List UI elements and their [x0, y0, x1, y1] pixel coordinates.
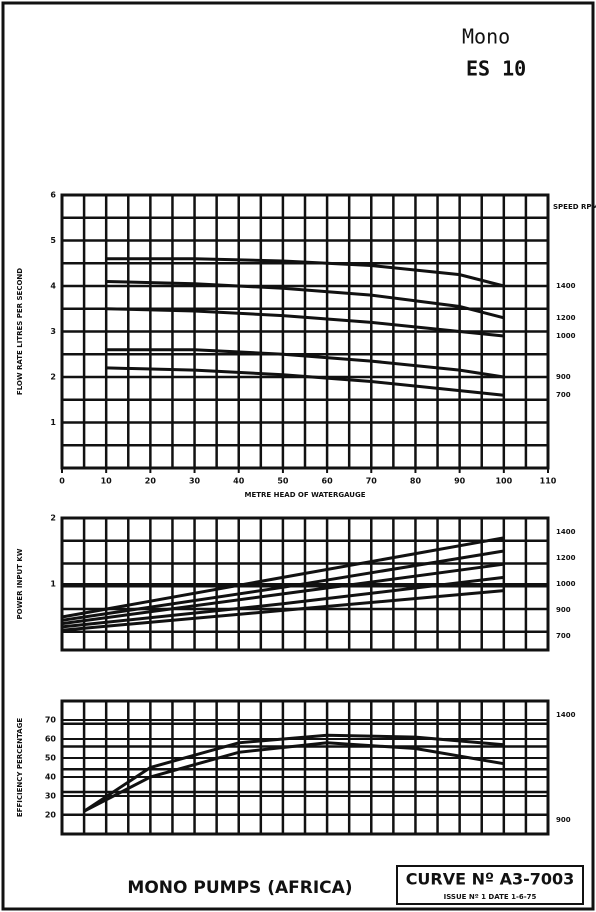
legend-label: 1400	[556, 528, 576, 536]
series-line	[106, 348, 505, 379]
series-line	[61, 575, 504, 629]
x-axis-label: METRE HEAD OF WATERGAUGE	[245, 491, 366, 499]
y-tick-label: 4	[50, 282, 56, 291]
x-tick-label: 10	[101, 477, 113, 486]
series-line	[106, 279, 505, 320]
x-tick-label: 110	[540, 477, 557, 486]
right-title: SPEED RPM	[553, 203, 596, 211]
series-line	[106, 307, 504, 338]
x-tick-label: 40	[233, 477, 245, 486]
legend-label: 900	[556, 373, 571, 381]
series-line	[61, 589, 504, 632]
legend-label: 1000	[556, 580, 576, 588]
legend-label: 1000	[556, 332, 576, 340]
series-line	[83, 741, 505, 813]
y-tick-label: 40	[45, 773, 57, 782]
x-tick-label: 30	[189, 477, 201, 486]
x-tick-label: 0	[59, 477, 65, 486]
y-tick-label: 50	[45, 754, 57, 763]
issue: ISSUE Nº 1 DATE 1-6-75	[444, 893, 537, 901]
series-line	[61, 536, 505, 619]
y-tick-label: 6	[50, 191, 56, 200]
y-tick-label: 5	[50, 236, 56, 245]
legend-label: 900	[556, 606, 571, 614]
model: Mono	[462, 25, 510, 49]
series-line	[61, 549, 505, 622]
curve-box	[396, 865, 584, 905]
x-tick-label: 20	[145, 477, 157, 486]
x-tick-label: 80	[410, 477, 422, 486]
y-tick-label: 20	[45, 811, 57, 820]
y-tick-label: 1	[50, 418, 56, 427]
company: MONO PUMPS (AFRICA)	[127, 878, 352, 898]
legend-label: 1400	[556, 282, 576, 290]
legend-label: 1400	[556, 711, 576, 719]
model-code: ES 10	[466, 57, 526, 81]
legend-label: 1200	[556, 554, 576, 562]
y-tick-label: 1	[50, 580, 56, 589]
legend-label: 700	[556, 391, 571, 399]
y-tick-label: 3	[50, 327, 56, 336]
legend-label: 1200	[556, 314, 576, 322]
x-tick-label: 90	[454, 477, 466, 486]
series-line	[106, 257, 505, 288]
x-tick-label: 70	[366, 477, 378, 486]
y-tick-label: 70	[45, 716, 57, 725]
series-line	[61, 562, 505, 626]
x-tick-label: 100	[495, 477, 512, 486]
series-line	[83, 733, 504, 813]
y-axis-label: FLOW RATE LITRES PER SECOND	[16, 268, 24, 395]
legend-label: 700	[556, 632, 571, 640]
y-tick-label: 2	[50, 514, 56, 523]
x-tick-label: 60	[322, 477, 334, 486]
y-axis-label: POWER INPUT KW	[16, 548, 24, 619]
curve-number: CURVE Nº A3-7003	[406, 870, 575, 889]
y-tick-label: 60	[45, 735, 57, 744]
y-axis-label: EFFICIENCY PERCENTAGE	[16, 718, 24, 817]
y-tick-label: 30	[45, 792, 57, 801]
x-tick-label: 50	[277, 477, 289, 486]
legend-label: 900	[556, 816, 571, 824]
y-tick-label: 2	[50, 373, 56, 382]
series-line	[106, 366, 504, 397]
